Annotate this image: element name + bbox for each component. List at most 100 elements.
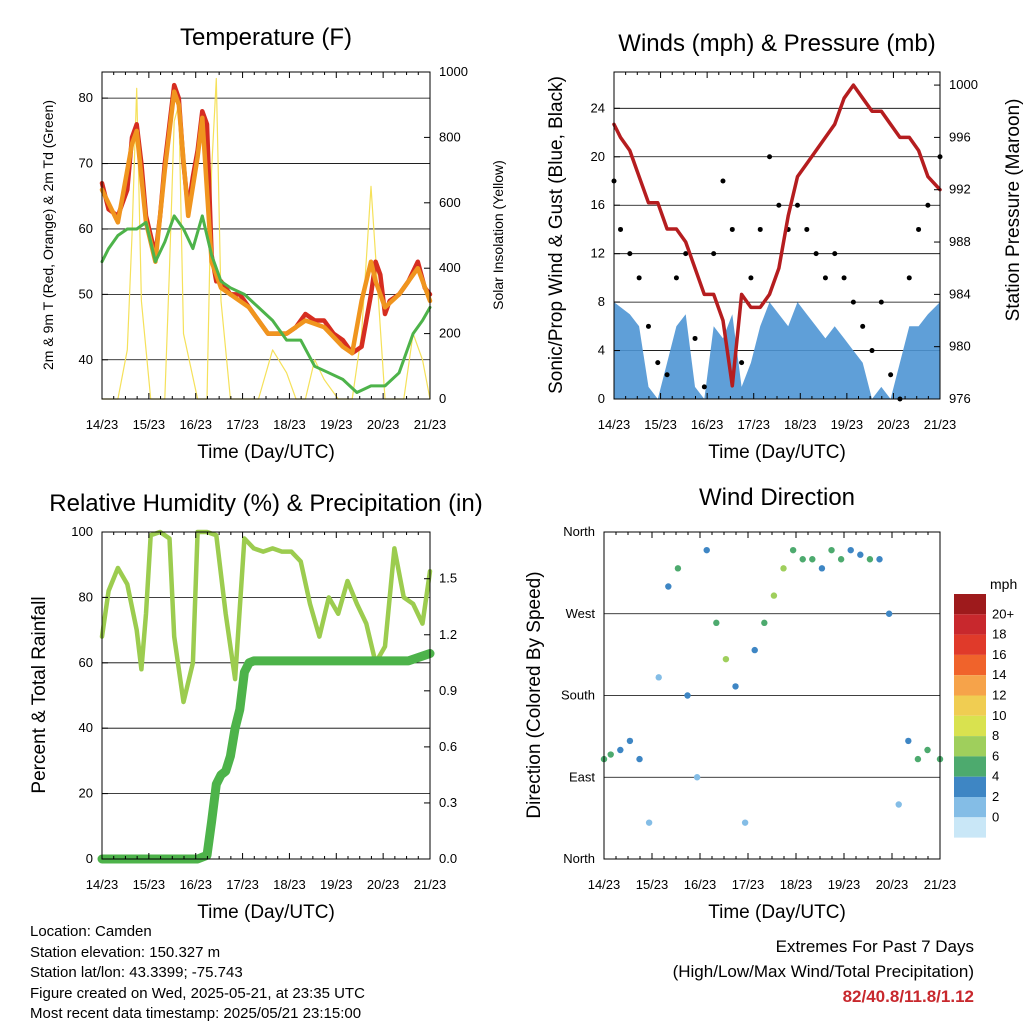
legend-label: 18 [992,627,1006,642]
direction-point [780,565,787,572]
legend-swatch [954,614,986,635]
gust-point [757,226,763,232]
rh-xtick-label: 21/23 [414,877,447,892]
direction-axes: North East South West North 14/23 15/23 16/23 17… [561,524,956,892]
humidity-series [97,529,435,864]
winds-panel: Winds (mph) & Pressure (mb) 0 4 8 12 16 20 24 9… [546,30,1024,463]
legend-swatch [954,817,986,838]
pressure-y2tick-label: 992 [949,182,971,197]
direction-point [674,565,682,572]
gust-point [878,299,884,305]
rh-xtick-label: 15/23 [133,877,166,892]
solar-y2tick-label: 800 [439,129,461,144]
dir-xtick-label: 14/23 [588,877,621,892]
legend-label: 12 [992,688,1006,703]
gust-point [925,202,931,208]
temp-ytick-label: 50 [79,286,93,301]
legend-label: 2 [992,789,999,804]
speed-legend: mph 20+ 18 16 14 12 10 8 6 4 2 0 [954,576,1017,838]
temp-ytick-label: 60 [79,221,93,236]
solar-y2tick-label: 1000 [439,64,468,79]
extremes-heading: Extremes For Past 7 Days [775,937,974,956]
direction-point [876,556,883,563]
gust-point [767,154,773,160]
gust-point [748,275,754,281]
rh-xtick-label: 14/23 [86,877,119,892]
wind-xtick-label: 14/23 [598,417,631,432]
gust-point [692,335,698,341]
gust-point [822,275,828,281]
temp-ytick-label: 70 [79,156,93,171]
direction-xlabel: Time (Day/UTC) [708,902,846,923]
winds-xlabel: Time (Day/UTC) [708,442,846,463]
recent-data-text: Most recent data timestamp: 2025/05/21 2… [30,1005,362,1022]
rh-ytick-label: 60 [79,655,93,670]
gust-point [645,323,651,329]
dir-xtick-label: 20/23 [876,877,909,892]
gust-point [850,299,856,305]
legend-swatch [954,715,986,737]
humidity-grid [102,531,430,860]
solar-y2tick-label: 600 [439,195,461,210]
winds-axes: 0 4 8 12 16 20 24 976 980 984 988 992 996 1000 14/23 15… [591,72,978,432]
direction-point [751,646,758,654]
temp-xtick-label: 20/23 [367,417,400,432]
wind-ytick-label: 0 [598,391,605,406]
wind-xtick-label: 20/23 [877,417,910,432]
legend-swatch [954,695,986,716]
winds-ylabel-right: Station Pressure (Maroon) [1003,99,1024,322]
humidity-panel: Relative Humidity (%) & Precipitation (i… [29,490,483,923]
direction-point [809,556,816,563]
rain-y2tick-label: 0.9 [439,683,457,698]
temperature-panel: Temperature (F) 405060708002004006008001… [40,24,506,463]
sonic-wind-area [614,302,940,399]
direction-point [655,674,662,681]
gust-point [860,323,866,329]
pressure-y2tick-label: 980 [949,339,971,354]
legend-label: 20+ [992,606,1014,621]
gust-point [636,275,642,281]
direction-point [684,692,691,699]
dir-xtick-label: 19/23 [828,877,861,892]
wind-xtick-label: 21/23 [924,417,957,432]
rh-ytick-label: 0 [86,851,93,866]
extremes-block: Extremes For Past 7 Days (High/Low/Max W… [673,934,974,1009]
temperature-xlabel: Time (Day/UTC) [197,442,335,463]
wind-ytick-label: 16 [591,197,605,212]
direction-point [607,751,614,758]
wind-ytick-label: 12 [591,246,605,261]
wind-xtick-label: 19/23 [831,417,864,432]
humidity-title: Relative Humidity (%) & Precipitation (i… [49,490,482,517]
rh-xtick-label: 17/23 [226,877,259,892]
gust-point [776,202,782,208]
direction-ytick-label: East [569,769,595,784]
location-text: Location: Camden [30,923,152,940]
gust-point [804,226,810,232]
gust-point [655,360,661,366]
winds-series [611,83,943,402]
direction-point [789,546,797,554]
temp-xtick-label: 15/23 [133,417,166,432]
legend-label: 4 [992,769,999,784]
gust-point [627,251,633,257]
extremes-values: 82/40.8/11.8/1.12 [842,987,974,1006]
direction-point [837,556,845,563]
rain-y2tick-label: 1.5 [439,571,457,586]
rh-ytick-label: 80 [79,589,93,604]
direction-point [799,556,806,563]
wind-ytick-label: 24 [591,100,605,115]
temp-xtick-label: 21/23 [414,417,447,432]
wind-ytick-label: 20 [591,149,605,164]
winds-ylabel-left: Sonic/Prop Wind & Gust (Blue, Black) [546,76,567,394]
direction-point [866,556,874,563]
direction-point [693,774,701,781]
gust-point [618,226,624,232]
dir-xtick-label: 21/23 [924,877,957,892]
rain-y2tick-label: 0.6 [439,739,457,754]
gust-point [701,384,707,390]
temperature-series [99,82,433,394]
pressure-y2tick-label: 976 [949,391,971,406]
direction-point [732,683,739,690]
direction-point [761,619,768,627]
